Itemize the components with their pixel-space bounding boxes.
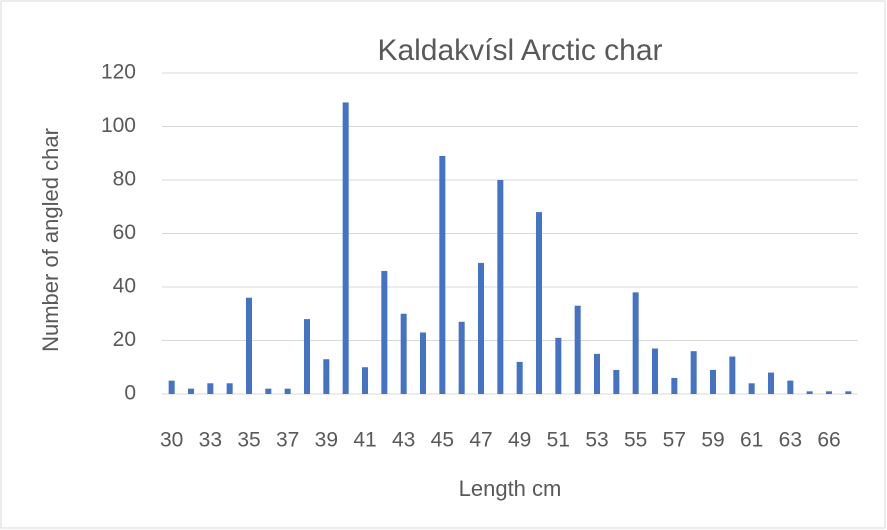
x-tick-label: 47	[469, 429, 492, 452]
bar	[516, 361, 523, 394]
chart-title: Kaldakvísl Arctic char	[377, 34, 662, 67]
bar	[555, 337, 562, 394]
bar	[729, 356, 736, 394]
x-tick-label: 57	[663, 429, 686, 452]
x-tick-label: 66	[817, 429, 840, 452]
x-tick-label: 45	[431, 429, 454, 452]
bar	[748, 383, 755, 394]
bar	[207, 383, 214, 394]
bar	[323, 359, 330, 394]
bar	[652, 348, 658, 394]
bar	[806, 391, 813, 394]
bar	[458, 321, 465, 394]
y-tick-label: 0	[124, 382, 136, 405]
bar	[594, 353, 600, 394]
x-tick-label: 51	[547, 429, 570, 452]
x-tick-label: 55	[624, 429, 647, 452]
x-tick-label: 39	[315, 429, 338, 452]
bar	[845, 391, 852, 394]
bar	[420, 332, 426, 394]
bar	[226, 383, 233, 394]
y-axis-title: Number of angled char	[38, 128, 63, 352]
x-tick-label: 33	[199, 429, 222, 452]
bar	[536, 212, 542, 394]
bar	[613, 369, 620, 394]
y-tick-label: 120	[101, 61, 136, 84]
y-tick-label: 60	[113, 221, 136, 244]
bar	[632, 292, 639, 394]
bar	[671, 377, 678, 394]
x-tick-label: 53	[585, 429, 608, 452]
bar	[168, 380, 175, 394]
bar	[574, 305, 581, 394]
x-axis-title: Length cm	[459, 476, 562, 501]
x-tick-label: 35	[237, 429, 260, 452]
x-tick-label: 30	[160, 429, 183, 452]
bar	[362, 367, 368, 394]
bar	[710, 369, 716, 394]
bar	[342, 102, 349, 395]
bar	[381, 270, 388, 394]
bar	[246, 297, 252, 394]
y-tick-label: 100	[101, 114, 136, 137]
bar	[497, 180, 504, 394]
x-tick-label: 37	[276, 429, 299, 452]
bar	[768, 372, 774, 394]
bar	[400, 313, 407, 394]
y-tick-label: 40	[113, 275, 136, 298]
bar	[478, 262, 484, 394]
bar	[787, 380, 794, 394]
bar	[826, 391, 832, 394]
bar	[188, 388, 194, 394]
bar	[690, 351, 697, 394]
x-tick-label: 59	[701, 429, 724, 452]
x-tick-label: 43	[392, 429, 415, 452]
y-tick-label: 20	[113, 328, 136, 351]
bar	[284, 388, 291, 394]
bar	[265, 388, 272, 394]
bar	[439, 155, 446, 394]
y-tick-label: 80	[113, 168, 136, 191]
x-tick-label: 63	[779, 429, 802, 452]
x-tick-label: 49	[508, 429, 531, 452]
x-tick-label: 41	[353, 429, 376, 452]
x-tick-label: 61	[740, 429, 763, 452]
bar	[304, 319, 310, 394]
